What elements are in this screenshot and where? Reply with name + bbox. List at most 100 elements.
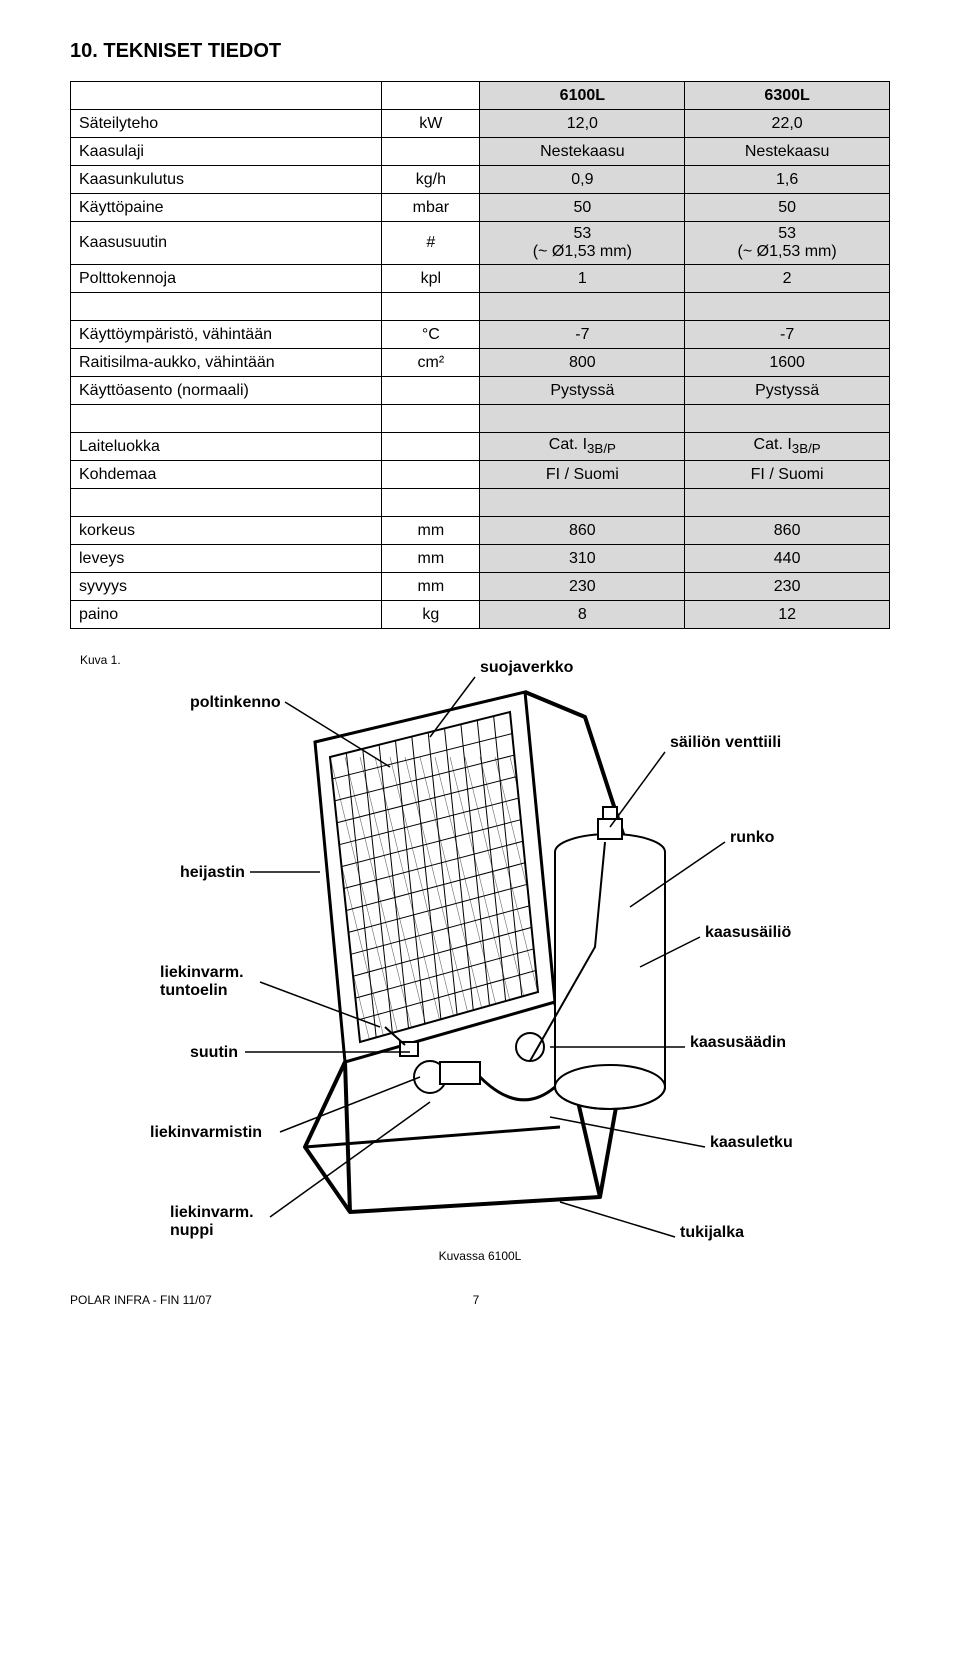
row-label: Raitisilma-aukko, vähintään bbox=[71, 349, 382, 377]
header-blank2 bbox=[382, 82, 480, 110]
table-row: SäteilytehokW12,022,0 bbox=[71, 110, 890, 138]
row-unit: # bbox=[382, 222, 480, 265]
row-v2: 1,6 bbox=[685, 166, 890, 194]
table-row: Kaasusuutin#53(~ Ø1,53 mm)53(~ Ø1,53 mm) bbox=[71, 222, 890, 265]
header-col1: 6100L bbox=[480, 82, 685, 110]
svg-text:liekinvarm.: liekinvarm. bbox=[160, 964, 244, 981]
footer-page: 7 bbox=[446, 1293, 506, 1307]
table-row bbox=[71, 293, 890, 321]
svg-text:kaasusäädin: kaasusäädin bbox=[690, 1034, 786, 1051]
row-v2: 53(~ Ø1,53 mm) bbox=[685, 222, 890, 265]
row-v1: 800 bbox=[480, 349, 685, 377]
svg-text:nuppi: nuppi bbox=[170, 1222, 214, 1239]
row-label: korkeus bbox=[71, 517, 382, 545]
row-v2: 12 bbox=[685, 601, 890, 629]
table-row: KohdemaaFI / SuomiFI / Suomi bbox=[71, 461, 890, 489]
row-v1: -7 bbox=[480, 321, 685, 349]
row-unit: kg/h bbox=[382, 166, 480, 194]
svg-text:liekinvarmistin: liekinvarmistin bbox=[150, 1124, 262, 1141]
heater-diagram: poltinkennoheijastinliekinvarm.tuntoelin… bbox=[130, 647, 830, 1287]
row-label: Käyttöympäristö, vähintään bbox=[71, 321, 382, 349]
row-v1: 310 bbox=[480, 545, 685, 573]
row-v2: 440 bbox=[685, 545, 890, 573]
row-v1: 12,0 bbox=[480, 110, 685, 138]
row-v2: 50 bbox=[685, 194, 890, 222]
page-footer: POLAR INFRA - FIN 11/07 7 bbox=[70, 1293, 890, 1307]
table-row: painokg812 bbox=[71, 601, 890, 629]
table-row: Käyttöasento (normaali) PystyssäPystyssä bbox=[71, 377, 890, 405]
svg-text:säiliön venttiili: säiliön venttiili bbox=[670, 734, 781, 751]
header-col2: 6300L bbox=[685, 82, 890, 110]
row-unit: kg bbox=[382, 601, 480, 629]
svg-text:tukijalka: tukijalka bbox=[680, 1224, 744, 1241]
row-v2: 230 bbox=[685, 573, 890, 601]
row-v1: 230 bbox=[480, 573, 685, 601]
row-v2: -7 bbox=[685, 321, 890, 349]
row-v2: Cat. I3B/P bbox=[685, 433, 890, 461]
row-v1: 0,9 bbox=[480, 166, 685, 194]
row-v2: Nestekaasu bbox=[685, 138, 890, 166]
row-v1: 8 bbox=[480, 601, 685, 629]
row-v1: 1 bbox=[480, 265, 685, 293]
row-label: Polttokennoja bbox=[71, 265, 382, 293]
svg-text:kaasusäiliö: kaasusäiliö bbox=[705, 924, 792, 941]
row-unit bbox=[382, 433, 480, 461]
table-row: leveysmm310440 bbox=[71, 545, 890, 573]
row-label: syvyys bbox=[71, 573, 382, 601]
table-row bbox=[71, 489, 890, 517]
row-unit: mm bbox=[382, 545, 480, 573]
row-unit: mbar bbox=[382, 194, 480, 222]
row-unit bbox=[382, 461, 480, 489]
table-row: Kaasunkulutuskg/h0,91,6 bbox=[71, 166, 890, 194]
row-label: Kohdemaa bbox=[71, 461, 382, 489]
row-v2: Pystyssä bbox=[685, 377, 890, 405]
row-label: leveys bbox=[71, 545, 382, 573]
section-heading: 10. TEKNISET TIEDOT bbox=[70, 40, 890, 63]
table-row: Käyttöpainembar5050 bbox=[71, 194, 890, 222]
row-v1: 50 bbox=[480, 194, 685, 222]
table-row: korkeusmm860860 bbox=[71, 517, 890, 545]
svg-text:liekinvarm.: liekinvarm. bbox=[170, 1204, 254, 1221]
diagram-wrap: Kuva 1. poltinkennoheijastinliekinvarm.t… bbox=[70, 647, 890, 1263]
row-unit: cm² bbox=[382, 349, 480, 377]
svg-text:heijastin: heijastin bbox=[180, 864, 245, 881]
row-v2: 22,0 bbox=[685, 110, 890, 138]
row-v2: 2 bbox=[685, 265, 890, 293]
row-v1: 53(~ Ø1,53 mm) bbox=[480, 222, 685, 265]
diagram-caption: Kuvassa 6100L bbox=[70, 1249, 890, 1263]
row-v1: Pystyssä bbox=[480, 377, 685, 405]
row-v1: Cat. I3B/P bbox=[480, 433, 685, 461]
table-row: Laiteluokka Cat. I3B/PCat. I3B/P bbox=[71, 433, 890, 461]
row-v2: 860 bbox=[685, 517, 890, 545]
row-unit bbox=[382, 138, 480, 166]
row-v2: 1600 bbox=[685, 349, 890, 377]
table-row bbox=[71, 405, 890, 433]
row-v2: FI / Suomi bbox=[685, 461, 890, 489]
figure-label: Kuva 1. bbox=[80, 653, 121, 667]
row-label: Laiteluokka bbox=[71, 433, 382, 461]
row-label: Käyttöpaine bbox=[71, 194, 382, 222]
svg-text:runko: runko bbox=[730, 829, 775, 846]
row-label: paino bbox=[71, 601, 382, 629]
row-label: Kaasusuutin bbox=[71, 222, 382, 265]
row-unit: kpl bbox=[382, 265, 480, 293]
svg-text:tuntoelin: tuntoelin bbox=[160, 982, 228, 999]
row-unit: °C bbox=[382, 321, 480, 349]
row-unit: kW bbox=[382, 110, 480, 138]
row-label: Säteilyteho bbox=[71, 110, 382, 138]
svg-text:suojaverkko: suojaverkko bbox=[480, 659, 574, 676]
table-row: Kaasulaji NestekaasuNestekaasu bbox=[71, 138, 890, 166]
spec-table: 6100L 6300L SäteilytehokW12,022,0Kaasula… bbox=[70, 81, 890, 629]
header-blank1 bbox=[71, 82, 382, 110]
row-label: Kaasulaji bbox=[71, 138, 382, 166]
svg-text:poltinkenno: poltinkenno bbox=[190, 694, 281, 711]
row-unit: mm bbox=[382, 573, 480, 601]
row-v1: Nestekaasu bbox=[480, 138, 685, 166]
row-label: Kaasunkulutus bbox=[71, 166, 382, 194]
table-header-row: 6100L 6300L bbox=[71, 82, 890, 110]
svg-text:kaasuletku: kaasuletku bbox=[710, 1134, 793, 1151]
row-v1: 860 bbox=[480, 517, 685, 545]
row-label: Käyttöasento (normaali) bbox=[71, 377, 382, 405]
footer-left: POLAR INFRA - FIN 11/07 bbox=[70, 1293, 212, 1307]
table-row: Käyttöympäristö, vähintään°C-7-7 bbox=[71, 321, 890, 349]
